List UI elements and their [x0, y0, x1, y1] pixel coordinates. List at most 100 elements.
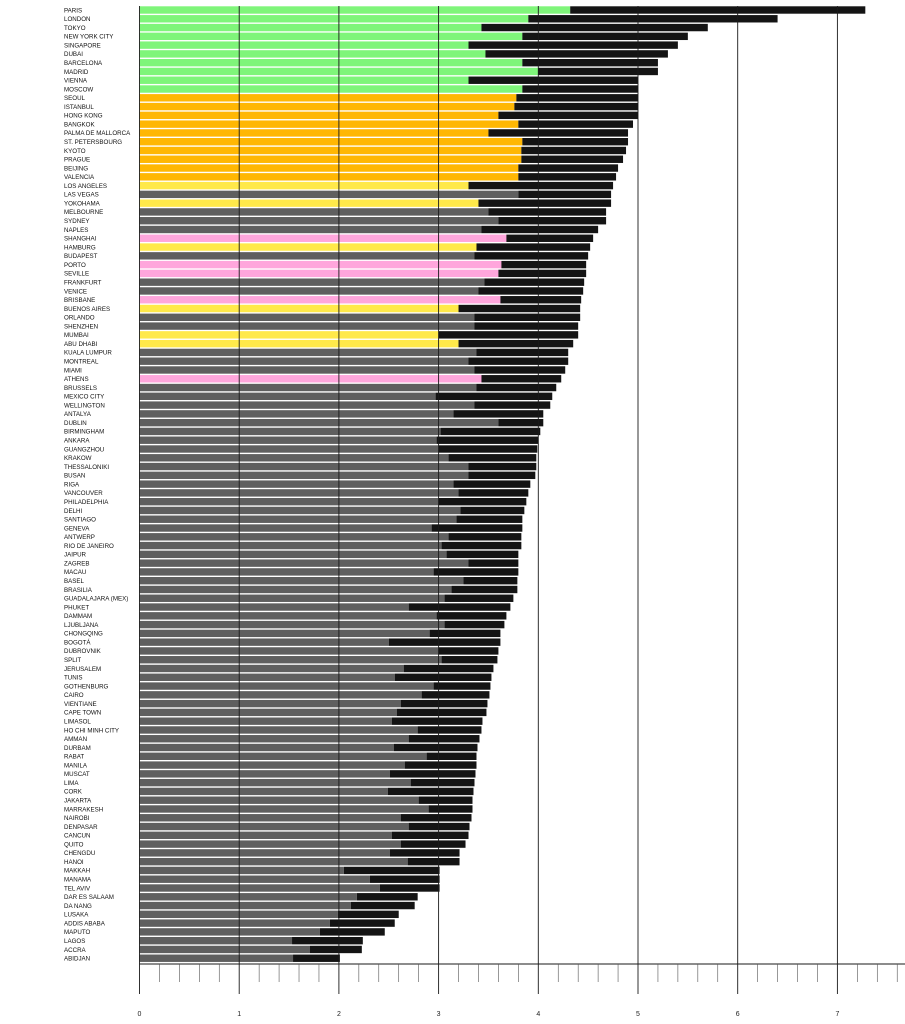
city-label-antalya: ANTALYA: [64, 411, 92, 418]
bar-extra-vientiane: [400, 699, 488, 708]
bar-extra-las-vegas: [518, 190, 612, 199]
bar-base-beijing: [139, 164, 519, 172]
city-label-durbam: DURBAM: [64, 745, 91, 752]
bar-extra-mexico-city: [435, 392, 553, 401]
bar-extra-guadalajara-mex: [444, 594, 514, 602]
city-label-st-petersbourg: ST. PETERSBOURG: [64, 139, 122, 146]
x-tick-label-7: 7: [835, 1011, 839, 1018]
bar-extra-istanbul: [514, 102, 638, 111]
bar-base-mexico-city: [139, 392, 436, 401]
city-label-split: SPLIT: [64, 657, 81, 664]
bar-extra-gothenburg: [433, 682, 491, 690]
bar-extra-lima: [410, 778, 475, 787]
bar-extra-ho-chi-minh-city: [417, 726, 482, 734]
city-label-cork: CORK: [64, 789, 83, 796]
bar-extra-ljubljana: [444, 620, 505, 629]
city-label-miami: MIAMI: [64, 367, 82, 374]
bar-extra-dubai: [485, 50, 668, 58]
city-label-budapest: BUDAPEST: [64, 253, 98, 260]
city-label-cairo: CAIRO: [64, 692, 84, 699]
bar-base-budapest: [139, 252, 475, 260]
city-label-chongqing: CHONGQING: [64, 631, 103, 638]
bar-extra-maputo: [319, 928, 385, 936]
bar-base-sydney: [139, 217, 499, 225]
bar-extra-kyoto: [521, 146, 627, 155]
city-label-dubai: DUBAI: [64, 51, 83, 58]
bar-base-ljubljana: [139, 620, 445, 629]
grid-layer: [139, 6, 838, 994]
city-label-delhi: DELHI: [64, 508, 83, 515]
x-tick-label-5: 5: [636, 1011, 640, 1018]
x-tick-label-4: 4: [536, 1011, 540, 1018]
bar-base-athens: [139, 375, 482, 383]
city-label-kuala-lumpur: KUALA LUMPUR: [64, 350, 112, 357]
bar-base-mumbai: [139, 331, 439, 339]
bar-extra-ankara: [436, 436, 539, 444]
bar-base-montreal: [139, 357, 469, 365]
bar-base-makkah: [139, 866, 344, 875]
city-label-melbourne: MELBOURNE: [64, 209, 103, 216]
bar-base-phuket: [139, 603, 409, 611]
bar-extra-porto: [501, 260, 587, 269]
city-label-marrakesh: MARRAKESH: [64, 806, 103, 813]
bar-extra-denpasar: [408, 822, 470, 831]
city-label-barcelona: BARCELONA: [64, 60, 103, 67]
bar-base-manama: [139, 875, 370, 883]
city-label-rio-de-janeiro: RIO DE JANEIRO: [64, 543, 114, 550]
city-label-ho-chi-minh-city: HO CHI MINH CITY: [64, 727, 119, 734]
city-label-abidjan: ABIDJAN: [64, 956, 90, 963]
city-label-muscat: MUSCAT: [64, 771, 90, 778]
city-label-dublin: DUBLIN: [64, 420, 87, 427]
bar-base-lima: [139, 778, 411, 787]
bar-extra-brasilia: [451, 585, 518, 594]
bar-extra-antalya: [453, 410, 544, 418]
city-label-london: LONDON: [64, 16, 90, 23]
bar-extra-manama: [369, 875, 440, 883]
city-label-naples: NAPLES: [64, 227, 88, 234]
bar-base-las-vegas: [139, 190, 519, 199]
bar-base-tokyo: [139, 23, 482, 32]
bar-extra-limasol: [391, 717, 483, 725]
bar-base-zagreb: [139, 559, 469, 567]
bar-extra-dublin: [498, 418, 544, 427]
bar-extra-marrakesh: [428, 805, 473, 813]
bar-extra-santiago: [456, 515, 523, 523]
bar-extra-london: [528, 15, 778, 23]
bar-extra-bogot: [388, 638, 501, 646]
bar-base-hong-kong: [139, 111, 499, 120]
bar-extra-tunis: [394, 673, 492, 681]
bar-base-santiago: [139, 515, 457, 523]
city-label-brasilia: BRASILIA: [64, 587, 93, 594]
bar-extra-muscat: [389, 770, 476, 778]
bar-extra-split: [441, 656, 498, 664]
bar-base-geneva: [139, 524, 432, 532]
bar-extra-addis-ababa: [329, 919, 395, 927]
bar-base-orlando: [139, 313, 475, 321]
bar-base-istanbul: [139, 102, 515, 111]
bar-extra-athens: [481, 375, 562, 383]
city-label-valencia: VALENCIA: [64, 174, 95, 181]
bar-base-jaipur: [139, 550, 447, 559]
bar-extra-wellington: [474, 401, 551, 409]
city-label-yokohama: YOKOHAMA: [64, 200, 101, 207]
bar-extra-guangzhou: [438, 445, 538, 453]
bar-base-abu-dhabi: [139, 339, 459, 348]
city-label-wellington: WELLINGTON: [64, 402, 105, 409]
city-label-jaipur: JAIPUR: [64, 552, 87, 559]
bar-base-dar-es-salaam: [139, 893, 357, 901]
city-label-beijing: BEIJING: [64, 165, 88, 172]
bar-base-miami: [139, 366, 475, 374]
city-label-los-angeles: LOS ANGELES: [64, 183, 107, 190]
bar-base-bogot: [139, 638, 389, 646]
city-label-thessaloniki: THESSALONIKI: [64, 464, 109, 471]
bar-extra-basel: [463, 577, 518, 585]
city-label-limasol: LIMASOL: [64, 718, 91, 725]
x-axis: 0 1 2 3 4 5 6 7: [138, 963, 905, 1018]
bar-base-vienna: [139, 76, 469, 84]
city-label-bogot: BOGOTÁ: [64, 639, 91, 646]
bar-extra-nairobi: [400, 814, 472, 822]
bar-extra-palma-de-mallorca: [488, 129, 629, 137]
bar-extra-busan: [468, 471, 536, 480]
